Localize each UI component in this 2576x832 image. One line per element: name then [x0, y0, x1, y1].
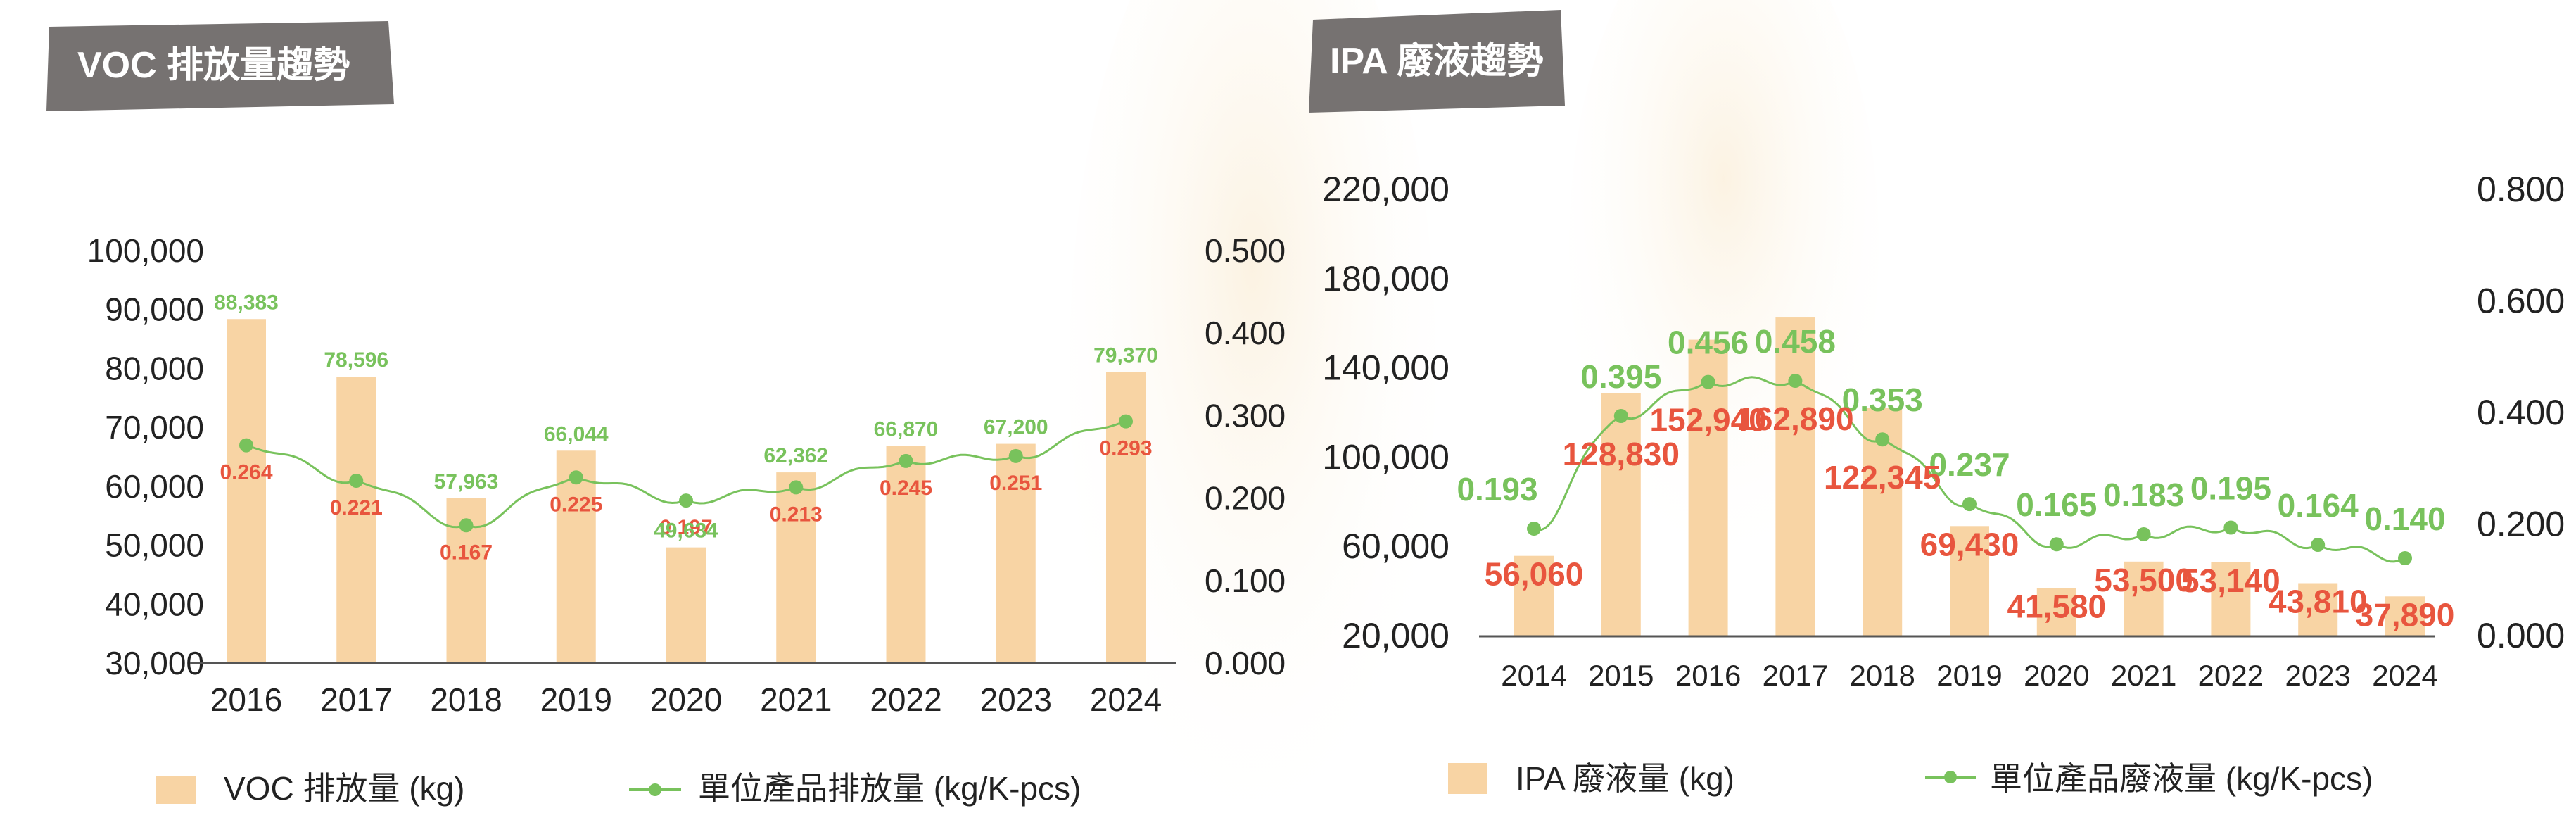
page-background [1070, 0, 1879, 832]
